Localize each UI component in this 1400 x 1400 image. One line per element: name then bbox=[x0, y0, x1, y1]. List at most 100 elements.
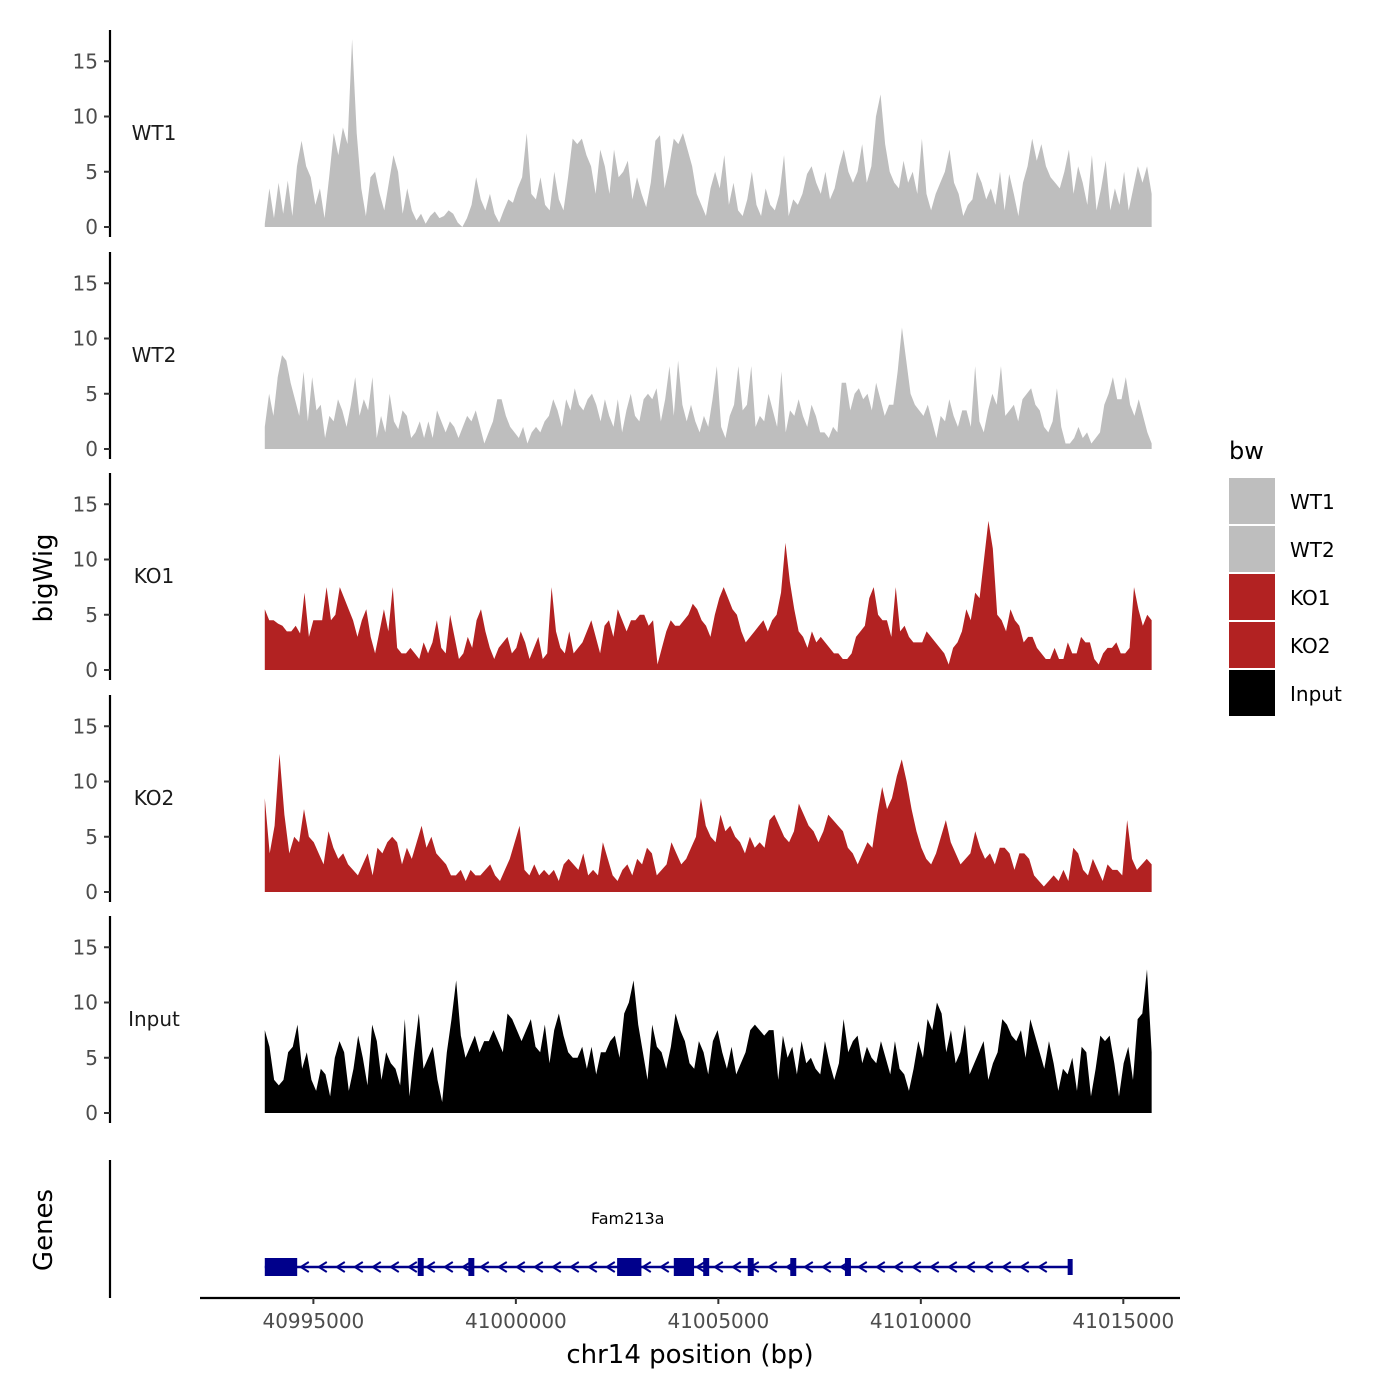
y-tick-label: 10 bbox=[73, 105, 98, 129]
y-tick-label: 0 bbox=[85, 437, 98, 461]
y-tick-label: 15 bbox=[73, 935, 98, 959]
x-axis-title: chr14 position (bp) bbox=[566, 1340, 813, 1370]
strand-chevron bbox=[730, 1261, 742, 1273]
genes-panel: Genes Fam213a bbox=[29, 1160, 1073, 1298]
y-tick-label: 5 bbox=[85, 382, 98, 406]
gene-end-cap bbox=[1067, 1259, 1073, 1275]
genes-axis-title: Genes bbox=[29, 1189, 59, 1271]
legend-label: WT2 bbox=[1290, 538, 1335, 562]
strand-chevron bbox=[712, 1261, 724, 1273]
track-ko1: 0 5 10 15 KO1 bbox=[73, 473, 1152, 682]
y-tick-label: 0 bbox=[85, 880, 98, 904]
y-tick-label: 15 bbox=[73, 492, 98, 516]
strand-chevron bbox=[946, 1261, 958, 1273]
y-tick-label: 5 bbox=[85, 160, 98, 184]
gene-exon-small bbox=[417, 1258, 424, 1276]
strand-chevron bbox=[442, 1261, 454, 1273]
legend-title: bw bbox=[1229, 437, 1264, 465]
y-tick-label: 0 bbox=[85, 215, 98, 239]
gene-exon-small bbox=[844, 1258, 851, 1276]
legend-label: WT1 bbox=[1290, 490, 1335, 514]
y-axis-title-group: bigWig bbox=[29, 533, 59, 622]
legend-label: Input bbox=[1290, 682, 1342, 706]
strand-chevron bbox=[640, 1261, 652, 1273]
strand-chevron bbox=[550, 1261, 562, 1273]
gene-exon bbox=[673, 1258, 695, 1276]
gene-exon-small bbox=[790, 1258, 797, 1276]
y-tick-label: 10 bbox=[73, 770, 98, 794]
legend-key-wt1 bbox=[1229, 478, 1275, 524]
area-wt2 bbox=[264, 327, 1152, 449]
legend-key-wt2 bbox=[1229, 526, 1275, 572]
track-input: 0 5 10 15 Input bbox=[73, 916, 1152, 1125]
y-tick-label: 10 bbox=[73, 991, 98, 1015]
strand-chevron bbox=[352, 1261, 364, 1273]
y-tick-label: 0 bbox=[85, 658, 98, 682]
strand-chevron bbox=[460, 1261, 472, 1273]
strand-chevron bbox=[532, 1261, 544, 1273]
strand-chevron bbox=[586, 1261, 598, 1273]
legend-key-ko2 bbox=[1229, 622, 1275, 668]
track-wt1: 0 5 10 15 WT1 bbox=[73, 30, 1152, 239]
area-input bbox=[264, 969, 1152, 1113]
x-tick-label: 40995000 bbox=[262, 1309, 364, 1333]
strand-chevron bbox=[964, 1261, 976, 1273]
strand-chevron bbox=[604, 1261, 616, 1273]
gene-exon bbox=[264, 1258, 298, 1276]
y-tick-label: 10 bbox=[73, 548, 98, 572]
legend-key-ko1 bbox=[1229, 574, 1275, 620]
gene-exon-small bbox=[468, 1258, 475, 1276]
track-label: KO2 bbox=[134, 786, 175, 810]
strand-chevron bbox=[424, 1261, 436, 1273]
strand-chevron bbox=[298, 1261, 310, 1273]
strand-chevron bbox=[406, 1261, 418, 1273]
y-axis-title: bigWig bbox=[29, 533, 59, 622]
strand-chevron bbox=[478, 1261, 490, 1273]
x-tick-label: 41010000 bbox=[870, 1309, 972, 1333]
strand-chevron bbox=[316, 1261, 328, 1273]
track-label: WT2 bbox=[132, 343, 177, 367]
strand-chevron bbox=[856, 1261, 868, 1273]
strand-chevron bbox=[928, 1261, 940, 1273]
strand-chevron bbox=[802, 1261, 814, 1273]
strand-chevron bbox=[766, 1261, 778, 1273]
strand-chevron bbox=[370, 1261, 382, 1273]
gene-exon bbox=[617, 1258, 642, 1276]
x-tick-label: 41000000 bbox=[465, 1309, 567, 1333]
strand-chevron bbox=[910, 1261, 922, 1273]
strand-chevron bbox=[496, 1261, 508, 1273]
strand-chevron bbox=[388, 1261, 400, 1273]
y-tick-label: 5 bbox=[85, 825, 98, 849]
x-tick-label: 41015000 bbox=[1072, 1309, 1174, 1333]
legend: bw WT1 WT2 KO1 KO2 Input bbox=[1229, 437, 1342, 716]
legend-label: KO2 bbox=[1290, 634, 1331, 658]
strand-chevron bbox=[1036, 1261, 1048, 1273]
track-label: WT1 bbox=[132, 121, 177, 145]
gene-label: Fam213a bbox=[591, 1209, 664, 1228]
track-label: KO1 bbox=[134, 564, 175, 588]
area-ko2 bbox=[264, 753, 1152, 892]
y-tick-label: 15 bbox=[73, 49, 98, 73]
y-tick-label: 5 bbox=[85, 603, 98, 627]
legend-key-input bbox=[1229, 670, 1275, 716]
y-tick-label: 10 bbox=[73, 327, 98, 351]
gene-fam213a: Fam213a bbox=[264, 1209, 1073, 1276]
y-tick-label: 5 bbox=[85, 1046, 98, 1070]
strand-chevron bbox=[334, 1261, 346, 1273]
strand-chevron bbox=[658, 1261, 670, 1273]
y-tick-label: 15 bbox=[73, 714, 98, 738]
legend-label: KO1 bbox=[1290, 586, 1331, 610]
strand-chevron bbox=[568, 1261, 580, 1273]
x-tick-label: 41005000 bbox=[667, 1309, 769, 1333]
gene-exon-small bbox=[747, 1258, 754, 1276]
strand-chevron bbox=[892, 1261, 904, 1273]
bigwig-tracks: 0 5 10 15 WT1 0 5 10 15 WT2 0 5 10 15 KO1 0 5 10 15 KO2 0 5 10… bbox=[73, 30, 1152, 1125]
area-wt1 bbox=[264, 39, 1152, 228]
y-tick-label: 15 bbox=[73, 271, 98, 295]
track-wt2: 0 5 10 15 WT2 bbox=[73, 252, 1152, 461]
gene-exon-small bbox=[703, 1258, 710, 1276]
strand-chevron bbox=[982, 1261, 994, 1273]
area-ko1 bbox=[264, 520, 1152, 670]
track-ko2: 0 5 10 15 KO2 bbox=[73, 695, 1152, 904]
